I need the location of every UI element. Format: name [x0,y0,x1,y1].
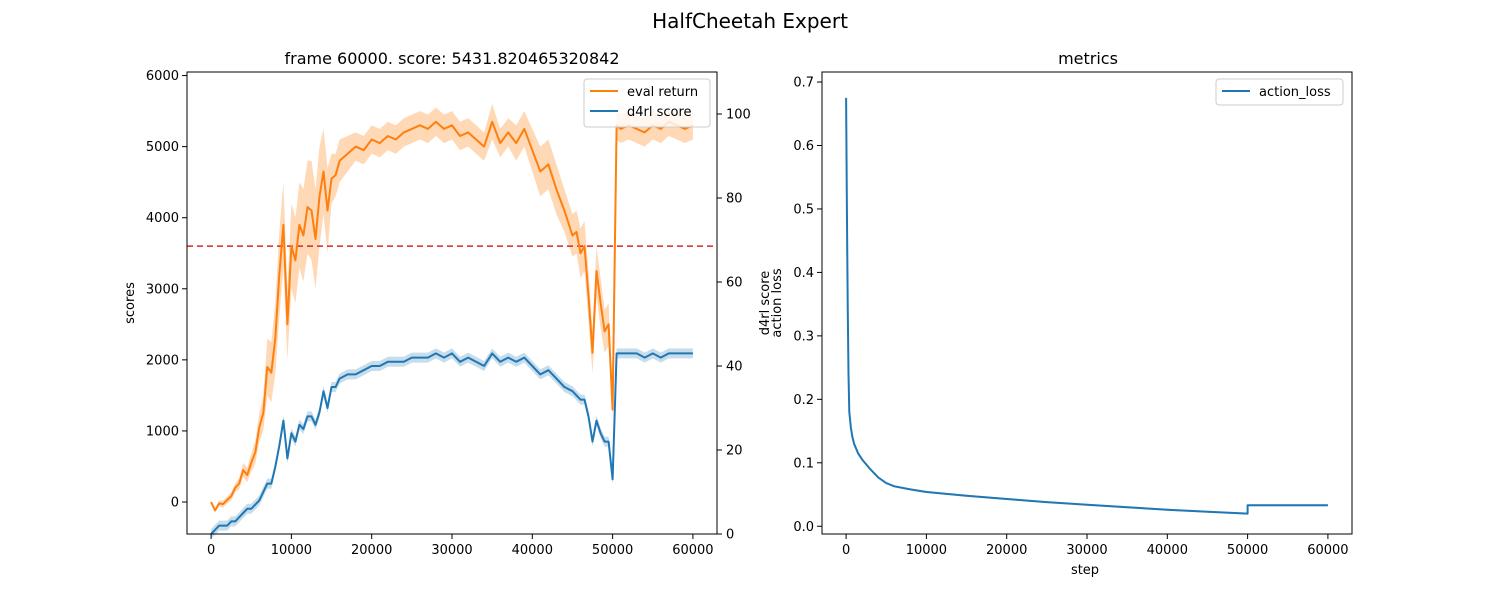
metrics-plot-lines [845,96,1328,515]
x-tick-label: 40000 [512,543,553,558]
metrics-plot-ylabel-line1: d4rl score [758,271,773,336]
x-tick-label: 30000 [1066,543,1107,558]
y-tick-label: 0.7 [793,76,814,91]
y-tick-label: 0.2 [793,393,814,408]
y2-tick-label: 60 [726,276,743,291]
returns-plot-frame [186,71,718,535]
action-loss-band [846,96,1328,515]
returns-plot-ylabel: scores [123,282,138,324]
x-tick-label: 50000 [592,543,633,558]
returns-plot: frame 60000. score: 5431.820465320842 0 1… [123,49,751,558]
x-tick-label: 40000 [1147,543,1188,558]
metrics-plot-legend: action_loss [1215,78,1344,106]
y-tick-label: 0.1 [793,456,814,471]
legend-label-eval-return: eval return [627,85,698,100]
returns-plot-title: frame 60000. score: 5431.820465320842 [284,49,619,68]
x-tick-label: 10000 [271,543,312,558]
y-tick-label: 0.5 [793,202,814,217]
y-tick-label: 0.3 [793,329,814,344]
metrics-plot-ticks: 0 10000 20000 30000 40000 50000 60000 0.0 0.1 0.2… [793,76,1348,558]
d4rl-score-line [210,352,693,535]
metrics-plot: metrics 0 10000 20000 30000 40000 50000 600000… [758,49,1353,578]
eval-return-line [210,120,694,512]
y2-tick-label: 40 [726,360,743,375]
y-tick-label: 0 [171,496,179,511]
y2-tick-label: 20 [726,444,743,459]
y-tick-label: 2000 [146,353,179,368]
y-tick-label: 0.6 [793,139,814,154]
legend-frame [1215,78,1344,106]
figure-title: HalfCheetah Expert [652,9,848,33]
y2-tick-label: 0 [726,528,734,543]
y-tick-label: 1000 [146,424,179,439]
d4rl-score-confidence-band [211,348,693,539]
y-tick-label: 3000 [146,282,179,297]
y-tick-label: 4000 [146,211,179,226]
x-tick-label: 10000 [906,543,947,558]
y-tick-label: 6000 [146,69,179,84]
metrics-plot-xlabel: step [1071,563,1099,578]
metrics-plot-title: metrics [1058,49,1118,68]
eval-return-confidence-band [211,104,693,511]
y-tick-label: 5000 [146,140,179,155]
y-tick-label: 0.0 [793,520,814,535]
x-tick-label: 60000 [672,543,713,558]
x-tick-label: 0 [207,543,215,558]
metrics-plot-points [846,98,1328,514]
action-loss-line [845,97,1328,515]
metrics-plot-ylabel-line2: action loss [770,268,785,337]
legend-label-action-loss: action_loss [1259,85,1331,100]
x-tick-label: 60000 [1307,543,1348,558]
x-tick-label: 50000 [1227,543,1268,558]
x-tick-label: 20000 [351,543,392,558]
x-tick-label: 20000 [986,543,1027,558]
y-tick-label: 0.4 [793,266,814,281]
metrics-plot-frame [821,71,1353,535]
x-tick-label: 0 [842,543,850,558]
x-tick-label: 30000 [431,543,472,558]
eval-return-band [211,104,693,539]
returns-plot-ticks: 0 10000 20000 30000 40000 50000 60000010002000… [146,69,751,558]
y2-tick-label: 100 [726,108,751,123]
y2-tick-label: 80 [726,192,743,207]
returns-plot-lines [210,120,694,535]
returns-plot-legend: eval return d4rl score [583,78,711,128]
legend-label-d4rl-score: d4rl score [627,105,692,120]
